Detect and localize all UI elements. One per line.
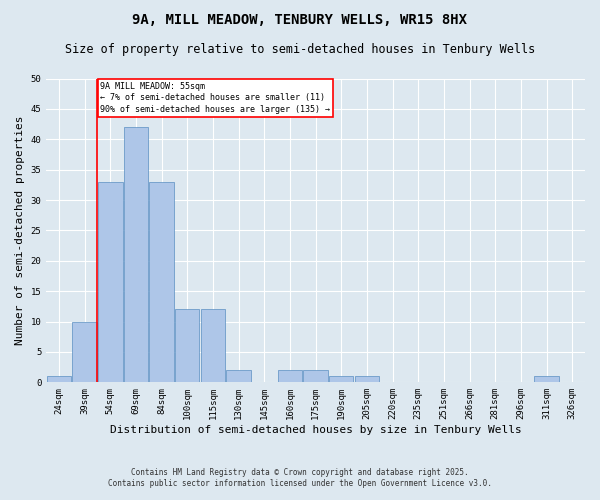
Bar — [226, 370, 251, 382]
Text: 9A, MILL MEADOW, TENBURY WELLS, WR15 8HX: 9A, MILL MEADOW, TENBURY WELLS, WR15 8HX — [133, 12, 467, 26]
Bar — [98, 182, 122, 382]
Text: Size of property relative to semi-detached houses in Tenbury Wells: Size of property relative to semi-detach… — [65, 42, 535, 56]
Bar — [535, 376, 559, 382]
Bar — [124, 127, 148, 382]
Text: Contains HM Land Registry data © Crown copyright and database right 2025.
Contai: Contains HM Land Registry data © Crown c… — [108, 468, 492, 487]
Bar — [278, 370, 302, 382]
Bar — [149, 182, 174, 382]
Bar — [47, 376, 71, 382]
Bar — [329, 376, 353, 382]
X-axis label: Distribution of semi-detached houses by size in Tenbury Wells: Distribution of semi-detached houses by … — [110, 425, 521, 435]
Bar — [355, 376, 379, 382]
Bar — [73, 322, 97, 382]
Bar — [304, 370, 328, 382]
Y-axis label: Number of semi-detached properties: Number of semi-detached properties — [15, 116, 25, 345]
Bar — [175, 310, 199, 382]
Bar — [201, 310, 225, 382]
Text: 9A MILL MEADOW: 55sqm
← 7% of semi-detached houses are smaller (11)
90% of semi-: 9A MILL MEADOW: 55sqm ← 7% of semi-detac… — [100, 82, 330, 114]
